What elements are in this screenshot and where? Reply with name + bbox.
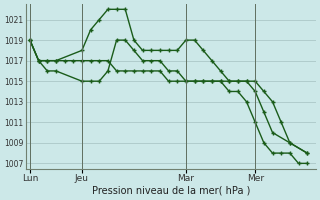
X-axis label: Pression niveau de la mer( hPa ): Pression niveau de la mer( hPa ) bbox=[92, 186, 250, 196]
